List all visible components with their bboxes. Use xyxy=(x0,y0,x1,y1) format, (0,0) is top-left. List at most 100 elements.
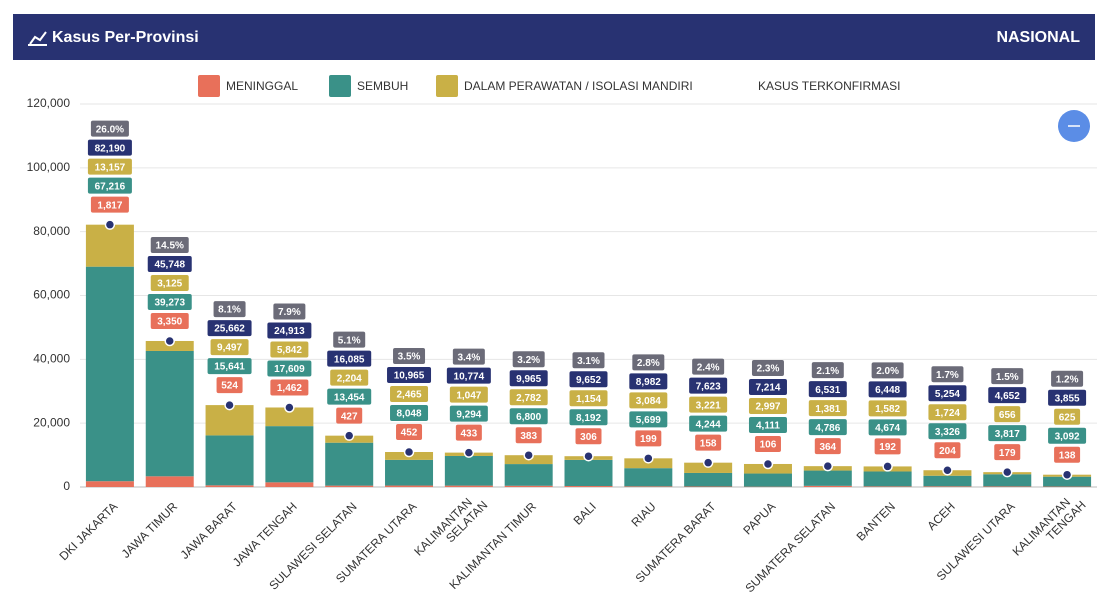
total-dot xyxy=(104,219,116,230)
data-label: 204 xyxy=(939,446,956,457)
data-label: 199 xyxy=(640,434,657,445)
data-label: 4,786 xyxy=(815,423,840,434)
chart-icon xyxy=(29,31,47,45)
data-label-bg xyxy=(934,442,961,459)
total-label-bg xyxy=(327,350,372,367)
bar-segment xyxy=(205,485,254,487)
total-label-bg xyxy=(267,322,312,339)
zoom-out-button[interactable] xyxy=(1058,110,1090,142)
data-label-bg xyxy=(988,425,1027,442)
total-label-bg xyxy=(147,255,192,272)
data-label-bg xyxy=(928,404,967,421)
share-label: 2.1% xyxy=(816,366,839,377)
header-scope[interactable]: NASIONAL xyxy=(996,29,1080,46)
data-label-bg xyxy=(569,390,608,407)
total-dot xyxy=(942,464,953,476)
data-label: 9,497 xyxy=(217,343,242,354)
total-label: 7,623 xyxy=(696,381,721,392)
total-label-bg xyxy=(689,377,728,394)
data-label: 192 xyxy=(879,442,896,453)
total-dot xyxy=(463,447,475,458)
share-label: 14.5% xyxy=(156,241,184,252)
total-dot xyxy=(1002,466,1013,478)
bar-segment xyxy=(325,485,374,487)
share-label-bg xyxy=(90,120,129,137)
total-label: 24,913 xyxy=(274,326,305,337)
header-title: Kasus Per-Provinsi xyxy=(52,29,199,46)
bar-segment xyxy=(385,459,434,486)
bar-segment xyxy=(624,468,673,487)
data-label: 158 xyxy=(700,438,717,449)
total-label-bg xyxy=(87,139,132,156)
data-label-bg xyxy=(270,341,309,358)
bar-segment xyxy=(1043,476,1092,487)
data-label-bg xyxy=(509,408,548,425)
share-label: 3.4% xyxy=(457,352,480,363)
data-label-bg xyxy=(689,415,728,432)
data-label-bg xyxy=(874,438,901,455)
data-label-bg xyxy=(928,423,967,440)
share-label: 1.7% xyxy=(936,370,959,381)
bar-segment xyxy=(803,470,852,486)
share-label: 3.5% xyxy=(398,352,421,363)
data-label: 1,047 xyxy=(456,390,481,401)
bar-segment xyxy=(85,481,134,487)
data-label: 2,997 xyxy=(755,402,780,413)
data-label-bg xyxy=(808,400,847,417)
y-tick-label: 80,000 xyxy=(33,224,70,238)
data-label: 3,817 xyxy=(995,429,1020,440)
share-label-bg xyxy=(213,301,246,318)
total-label-bg xyxy=(808,381,847,398)
total-dot xyxy=(762,458,774,470)
bar-segment xyxy=(325,442,374,486)
data-label: 13,454 xyxy=(334,392,365,403)
data-label: 2,204 xyxy=(337,373,362,384)
data-label-bg xyxy=(629,392,668,409)
bar-segment xyxy=(444,455,493,486)
share-label-bg xyxy=(931,366,964,383)
bar-segment xyxy=(85,266,134,482)
x-tick-label: DKI JAKARTA xyxy=(56,499,120,563)
data-label-bg xyxy=(150,274,189,291)
data-label-bg xyxy=(336,407,363,424)
data-label-bg xyxy=(994,406,1021,423)
share-label: 2.8% xyxy=(637,358,660,369)
bar-segment xyxy=(504,464,553,486)
total-label: 10,965 xyxy=(394,371,425,382)
data-label: 179 xyxy=(999,448,1016,459)
data-label: 433 xyxy=(461,428,478,439)
bar-segment xyxy=(863,486,912,487)
data-label: 39,273 xyxy=(154,298,185,309)
data-label-bg xyxy=(635,430,662,447)
data-label-bg xyxy=(808,419,847,436)
data-label: 4,674 xyxy=(875,423,900,434)
share-label-bg xyxy=(692,358,725,375)
x-tick-label: KALIMANTANTENGAH xyxy=(1010,489,1089,568)
data-label-bg xyxy=(327,388,372,405)
total-dot xyxy=(403,446,415,458)
data-label: 1,154 xyxy=(576,394,601,405)
data-label: 524 xyxy=(221,381,238,392)
total-label: 6,448 xyxy=(875,385,900,396)
share-label: 2.4% xyxy=(697,362,720,373)
total-label: 9,965 xyxy=(516,374,541,385)
data-label: 1,724 xyxy=(935,408,960,419)
y-tick-label: 40,000 xyxy=(33,352,70,366)
data-label: 15,641 xyxy=(214,362,245,373)
total-dot xyxy=(164,335,175,347)
bar-segment xyxy=(863,471,912,487)
data-label: 6,800 xyxy=(516,412,541,423)
bar-segment xyxy=(444,485,493,487)
data-label: 2,465 xyxy=(397,390,422,401)
share-label: 5.1% xyxy=(338,335,361,346)
data-label-bg xyxy=(390,386,429,403)
bar-segment xyxy=(684,472,733,487)
total-label-bg xyxy=(1048,389,1087,406)
bar-segment xyxy=(684,486,733,487)
total-label-bg xyxy=(207,320,252,337)
data-label: 138 xyxy=(1059,450,1076,461)
data-label: 656 xyxy=(999,410,1016,421)
bar-segment xyxy=(923,475,972,487)
bar-segment xyxy=(564,459,613,487)
total-dot xyxy=(702,457,714,468)
